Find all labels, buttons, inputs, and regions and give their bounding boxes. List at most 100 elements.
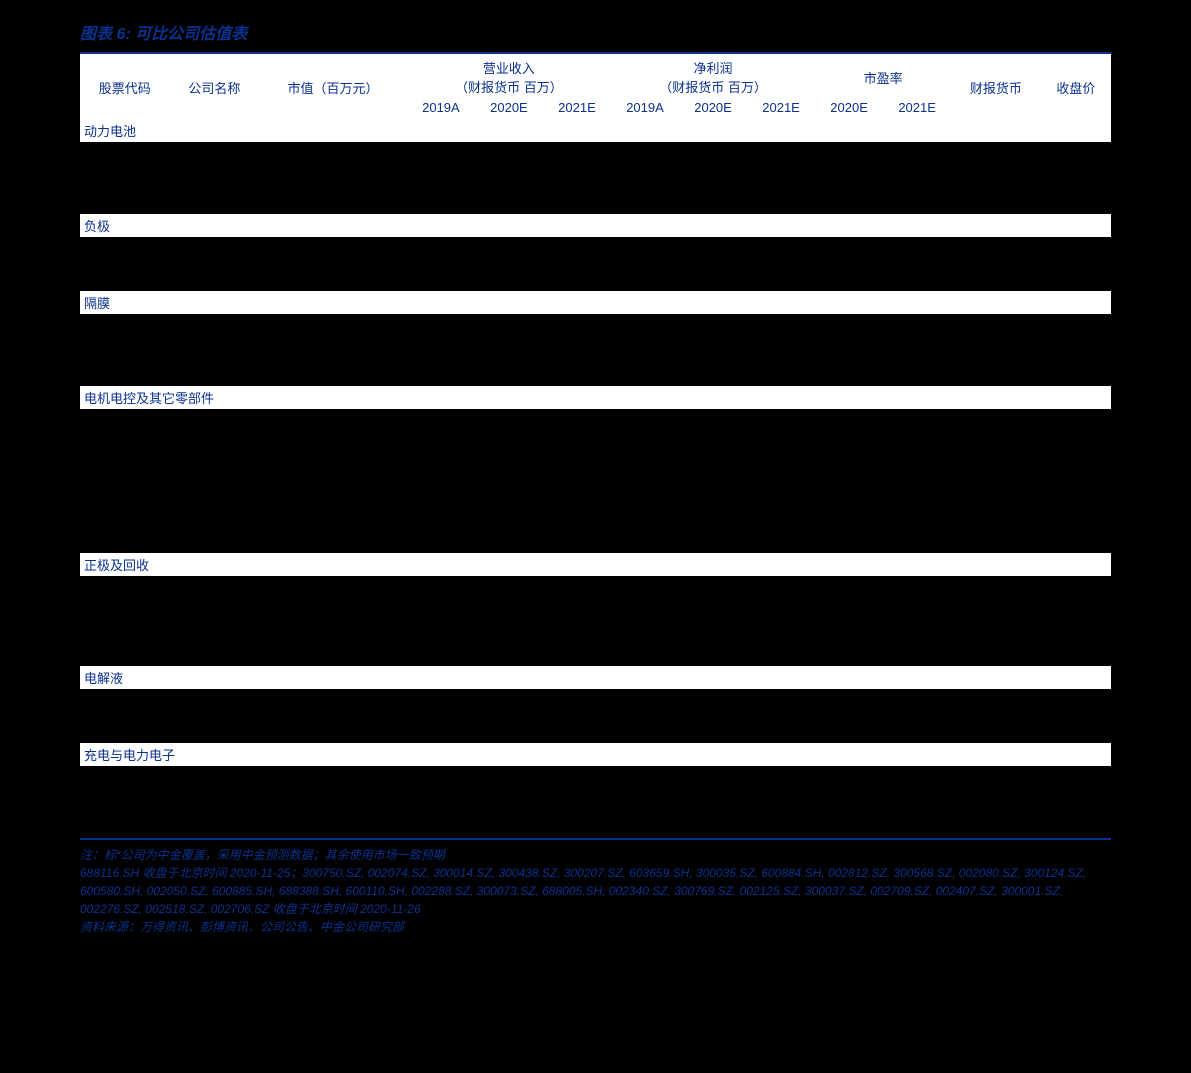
table-cell — [80, 820, 170, 838]
table-row — [80, 427, 1111, 445]
section-row: 电解液 — [80, 666, 1111, 689]
table-cell — [747, 517, 815, 535]
table-cell — [815, 535, 883, 553]
table-cell — [611, 612, 679, 630]
table-cell — [815, 802, 883, 820]
table-cell — [543, 142, 611, 160]
table-cell — [80, 766, 170, 784]
table-cell — [747, 427, 815, 445]
table-cell — [883, 648, 951, 666]
table-cell — [80, 409, 170, 427]
table-row — [80, 517, 1111, 535]
table-row — [80, 820, 1111, 838]
table-cell — [679, 648, 747, 666]
th-prof-2020e: 2020E — [679, 98, 747, 119]
table-cell — [679, 576, 747, 594]
table-cell — [475, 535, 543, 553]
table-cell — [679, 368, 747, 386]
th-revenue: 营业收入（财报货币 百万） — [407, 54, 611, 98]
table-cell — [815, 160, 883, 178]
table-cell — [407, 142, 475, 160]
table-cell — [679, 766, 747, 784]
note-1: 注：标*公司为中金覆盖，采用中金预测数据；其余使用市场一致预期 — [80, 846, 1111, 864]
table-cell — [543, 766, 611, 784]
table-cell — [543, 648, 611, 666]
table-cell — [1041, 766, 1111, 784]
table-cell — [747, 350, 815, 368]
table-cell — [1041, 237, 1111, 255]
table-cell — [475, 481, 543, 499]
table-cell — [170, 689, 260, 707]
table-row — [80, 255, 1111, 273]
table-cell — [951, 648, 1041, 666]
th-rev-2021e: 2021E — [543, 98, 611, 119]
th-rev-2020e: 2020E — [475, 98, 543, 119]
table-cell — [1041, 499, 1111, 517]
table-cell — [883, 273, 951, 291]
table-cell — [407, 766, 475, 784]
table-cell — [1041, 142, 1111, 160]
table-cell — [747, 178, 815, 196]
table-cell — [747, 463, 815, 481]
table-cell — [259, 178, 407, 196]
table-cell — [951, 481, 1041, 499]
table-cell — [883, 255, 951, 273]
table-cell — [815, 350, 883, 368]
table-cell — [543, 707, 611, 725]
table-row — [80, 178, 1111, 196]
table-cell — [475, 766, 543, 784]
table-cell — [543, 820, 611, 838]
table-cell — [611, 409, 679, 427]
table-cell — [679, 350, 747, 368]
table-cell — [883, 802, 951, 820]
table-cell — [80, 368, 170, 386]
table-cell — [259, 445, 407, 463]
table-cell — [407, 196, 475, 214]
table-cell — [475, 332, 543, 350]
table-cell — [883, 594, 951, 612]
table-cell — [679, 630, 747, 648]
table-cell — [883, 427, 951, 445]
table-cell — [951, 820, 1041, 838]
table-cell — [475, 784, 543, 802]
table-cell — [951, 535, 1041, 553]
table-cell — [475, 499, 543, 517]
table-cell — [815, 178, 883, 196]
table-cell — [679, 784, 747, 802]
table-cell — [475, 237, 543, 255]
table-cell — [170, 594, 260, 612]
table-cell — [80, 648, 170, 666]
table-cell — [543, 237, 611, 255]
table-cell — [80, 142, 170, 160]
table-cell — [1041, 314, 1111, 332]
table-cell — [951, 689, 1041, 707]
table-cell — [679, 409, 747, 427]
table-cell — [80, 160, 170, 178]
table-cell — [611, 463, 679, 481]
table-cell — [170, 648, 260, 666]
section-label: 电机电控及其它零部件 — [80, 386, 1111, 409]
table-cell — [407, 273, 475, 291]
table-cell — [951, 332, 1041, 350]
table-cell — [475, 273, 543, 291]
table-cell — [259, 273, 407, 291]
table-row — [80, 648, 1111, 666]
table-cell — [883, 368, 951, 386]
table-cell — [747, 766, 815, 784]
table-row — [80, 368, 1111, 386]
table-cell — [611, 160, 679, 178]
table-cell — [80, 784, 170, 802]
table-cell — [883, 612, 951, 630]
table-cell — [611, 237, 679, 255]
table-cell — [883, 499, 951, 517]
table-cell — [407, 612, 475, 630]
table-cell — [475, 445, 543, 463]
table-cell — [475, 820, 543, 838]
section-label: 电解液 — [80, 666, 1111, 689]
table-cell — [170, 142, 260, 160]
section-label: 动力电池 — [80, 119, 1111, 142]
table-cell — [259, 517, 407, 535]
section-row: 正极及回收 — [80, 553, 1111, 576]
table-cell — [170, 178, 260, 196]
table-cell — [679, 820, 747, 838]
